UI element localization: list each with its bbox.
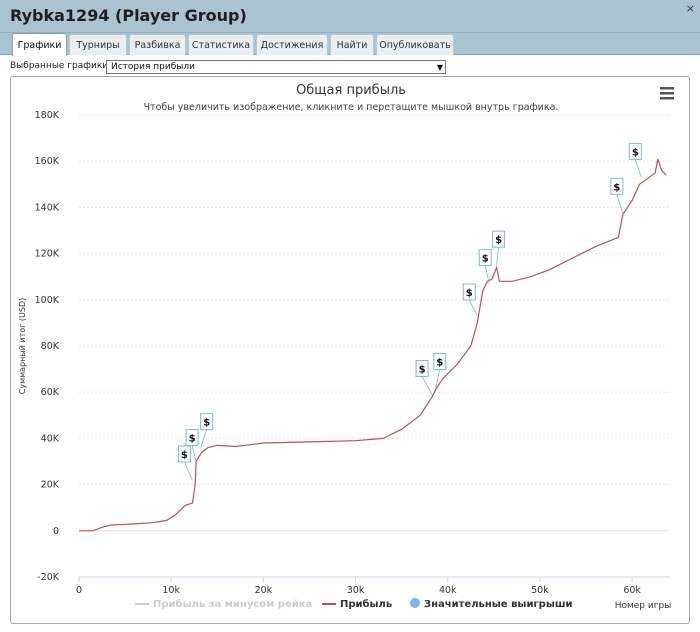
big-win-flag — [462, 283, 476, 301]
x-tick-label: 20k — [255, 585, 273, 596]
tab-publish[interactable]: Опубликовать — [376, 34, 454, 55]
hamburger-menu-icon[interactable] — [660, 87, 674, 100]
big-win-label: $ — [632, 147, 639, 158]
big-win-flag — [415, 360, 429, 378]
big-win-label: $ — [189, 434, 196, 445]
y-tick-label: 160K — [35, 156, 60, 167]
x-axis-label: Номер игры — [615, 601, 672, 611]
y-tick-label: 120K — [35, 249, 60, 260]
big-win-pointer — [496, 247, 500, 266]
big-win-label: $ — [482, 254, 489, 265]
window-title: Rybka1294 (Player Group) — [10, 6, 247, 25]
tab-breakdown[interactable]: Разбивка — [129, 34, 186, 55]
y-tick-label: -20K — [37, 572, 60, 583]
big-win-flag — [628, 142, 642, 160]
big-win-pointer — [184, 461, 193, 481]
tab-charts[interactable]: Графики — [12, 33, 67, 56]
y-tick-label: 100K — [35, 295, 60, 306]
x-tick-label: 30k — [347, 585, 365, 596]
big-win-label: $ — [613, 182, 620, 193]
big-win-label: $ — [203, 418, 210, 429]
big-win-pointer — [200, 429, 208, 448]
big-win-pointer — [484, 265, 490, 284]
x-tick-label: 60k — [623, 585, 641, 596]
x-tick-label: 10k — [162, 585, 180, 596]
big-win-flag — [433, 353, 447, 371]
x-tick-label: 0 — [76, 585, 82, 596]
big-win-flag — [478, 249, 492, 267]
profit-line — [79, 158, 667, 532]
legend-bigwin-swatch — [410, 598, 420, 608]
window-titlebar: Rybka1294 (Player Group) × — [0, 0, 700, 33]
big-win-label: $ — [466, 288, 473, 299]
chart-select[interactable]: История прибыли ▼ — [106, 60, 446, 74]
y-tick-label: 180K — [35, 110, 60, 121]
big-win-label: $ — [436, 358, 443, 369]
big-win-pointer — [616, 194, 624, 215]
legend-bigwin-label: Значительные выигрыши — [424, 599, 573, 610]
tab-achievements[interactable]: Достижения — [256, 34, 328, 55]
chart-select-value: История прибыли — [111, 62, 195, 72]
big-win-flag — [492, 230, 506, 248]
big-win-label: $ — [495, 235, 502, 246]
big-win-flag — [177, 445, 191, 463]
legend-profit-label: Прибыль — [340, 598, 392, 610]
chart-title: Общая прибыль — [296, 83, 406, 98]
chart-subtitle: Чтобы увеличить изображение, кликните и … — [144, 102, 559, 113]
y-axis-label: Суммарный итог (USD) — [18, 298, 27, 395]
big-win-pointer — [634, 159, 642, 178]
big-win-pointer — [468, 299, 478, 317]
chevron-down-icon: ▼ — [436, 63, 443, 72]
chart-panel: Общая прибыль Чтобы увеличить изображение… — [10, 76, 690, 624]
big-win-label: $ — [181, 450, 188, 461]
y-tick-label: 0 — [53, 526, 59, 537]
tab-tournaments[interactable]: Турниры — [69, 34, 127, 55]
y-tick-label: 20K — [41, 480, 60, 491]
tab-search[interactable]: Найти — [330, 34, 374, 55]
big-win-label: $ — [419, 365, 426, 376]
big-win-flag — [200, 413, 214, 431]
big-win-flag — [185, 429, 199, 446]
big-win-pointer — [435, 369, 441, 388]
x-tick-label: 40k — [439, 585, 457, 596]
x-tick-label: 50k — [531, 585, 549, 596]
tab-statistics[interactable]: Статистика — [188, 34, 254, 55]
big-win-pointer — [191, 445, 197, 462]
legend-rake-label: Прибыль за минусом рейка — [153, 598, 312, 610]
chart-select-label: Выбранные графики: — [10, 61, 112, 71]
y-tick-label: 140K — [35, 202, 60, 213]
profit-chart[interactable]: Общая прибыль Чтобы увеличить изображение… — [11, 77, 691, 625]
big-win-pointer — [421, 376, 433, 395]
big-win-flag — [610, 177, 624, 195]
y-tick-label: 60K — [41, 387, 60, 398]
y-tick-label: 40K — [41, 433, 60, 444]
close-icon[interactable]: × — [685, 2, 695, 15]
y-tick-label: 80K — [41, 341, 60, 352]
tab-bar: Графики Турниры Разбивка Статистика Дост… — [0, 33, 700, 56]
